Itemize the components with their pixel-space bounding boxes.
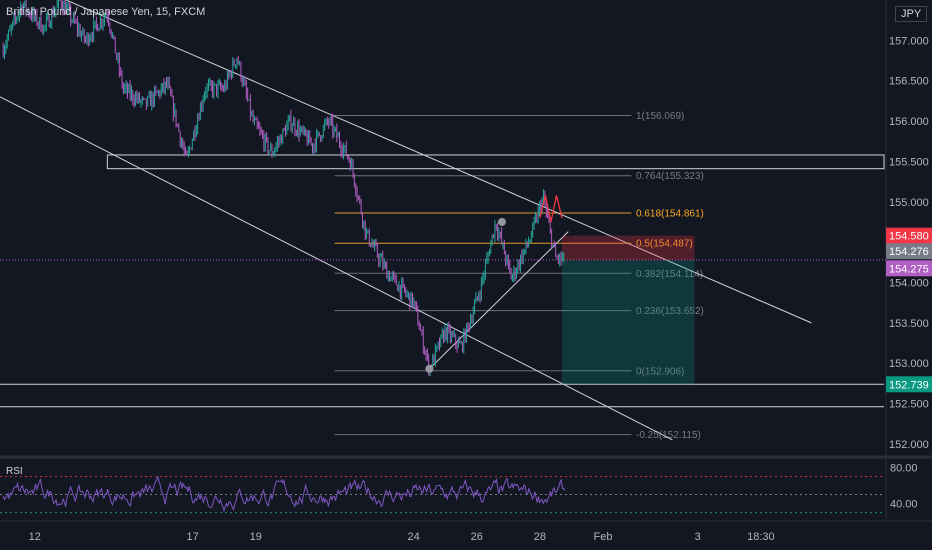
fib-level-label: 0.618(154.861) <box>636 209 704 220</box>
pivot-marker <box>497 217 506 226</box>
time-tick-label: 18:30 <box>747 531 775 543</box>
time-tick-label: 12 <box>29 531 41 543</box>
time-tick-label: 19 <box>250 531 262 543</box>
price-tag <box>886 243 932 260</box>
price-tag <box>886 376 932 393</box>
fib-level-label: -0.25(152.115) <box>636 430 701 441</box>
price-tick-label: 153.500 <box>889 318 929 330</box>
trend-line <box>0 96 673 441</box>
price-tag-label: 152.739 <box>889 379 929 391</box>
symbol-title: British Pound / Japanese Yen, 15, FXCM <box>6 6 206 18</box>
price-tick-label: 156.500 <box>889 76 929 88</box>
time-tick-label: 17 <box>186 531 198 543</box>
take-profit-zone <box>561 260 695 385</box>
double-top-marker <box>539 195 563 223</box>
rsi-tick-label: 40.00 <box>890 499 918 511</box>
price-tag <box>886 227 932 244</box>
trend-line <box>429 231 569 370</box>
time-tick-label: 26 <box>471 531 483 543</box>
price-tick-label: 153.000 <box>889 358 929 370</box>
price-tick-label: 152.500 <box>889 399 929 411</box>
time-tick-label: 28 <box>534 531 546 543</box>
time-tick-label: 3 <box>695 531 701 543</box>
stop-loss-zone <box>561 235 695 261</box>
price-tick-label: 156.000 <box>889 116 929 128</box>
price-tag-label: 154.276 <box>889 246 929 258</box>
pivot-marker <box>425 364 434 373</box>
price-tick-label: 157.000 <box>889 35 929 47</box>
rsi-title: RSI <box>6 466 23 477</box>
fib-level-label: 0(152.906) <box>636 366 684 377</box>
price-tick-label: 154.000 <box>889 278 929 290</box>
fib-level-label: 0.764(155.323) <box>636 171 704 182</box>
fib-level-label: 1(156.069) <box>636 111 684 122</box>
price-tick-label: 152.000 <box>889 439 929 451</box>
resistance-zone-box <box>106 154 885 170</box>
time-tick-label: Feb <box>594 531 613 543</box>
rsi-line <box>2 475 566 513</box>
price-tag-label: 154.275 <box>889 263 929 275</box>
price-tick-label: 155.500 <box>889 156 929 168</box>
price-tick-label: 155.000 <box>889 197 929 209</box>
price-tag <box>886 260 932 277</box>
price-tag-label: 154.580 <box>889 231 929 243</box>
time-tick-label: 24 <box>407 531 419 543</box>
rsi-tick-label: 80.00 <box>890 462 918 474</box>
trend-line <box>64 0 812 324</box>
fib-level-label: 0.382(154.114) <box>636 269 703 280</box>
fib-level-label: 0.236(153.652) <box>636 306 704 317</box>
fib-level-label: 0.5(154.487) <box>636 239 693 250</box>
currency-badge[interactable]: JPY <box>895 6 928 22</box>
